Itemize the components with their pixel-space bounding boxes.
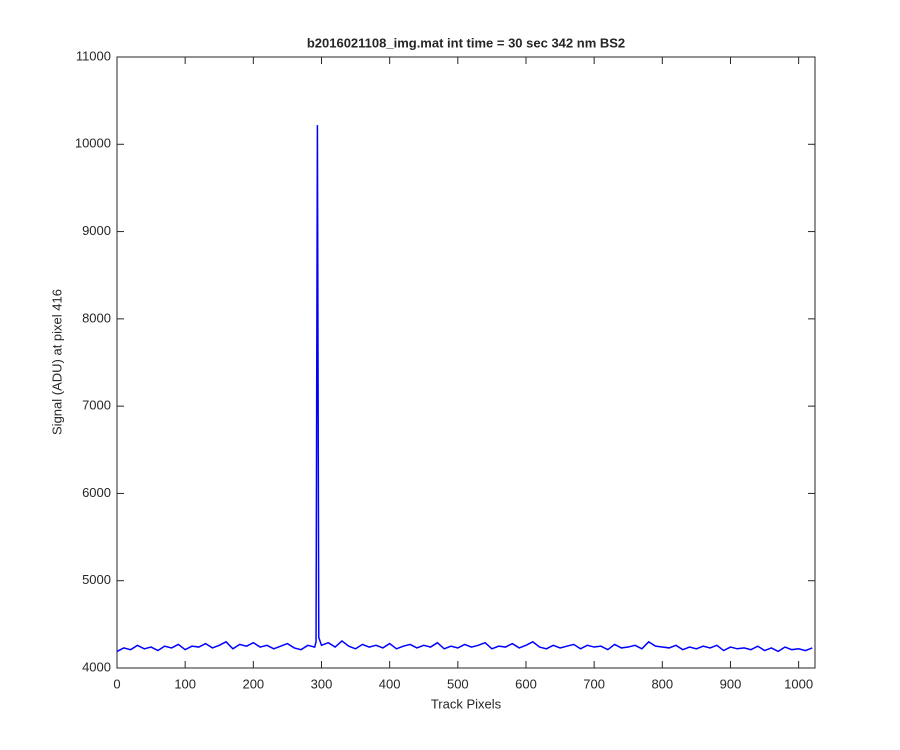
axes-box (116, 56, 816, 669)
x-tick-label: 800 (651, 676, 673, 691)
y-tick-label: 10000 (75, 136, 111, 151)
y-tick-label: 7000 (82, 398, 111, 413)
x-tick-label: 500 (447, 676, 469, 691)
x-tick-label: 300 (311, 676, 333, 691)
x-tick-label: 200 (242, 676, 264, 691)
x-tick-label: 600 (515, 676, 537, 691)
y-tick-label: 4000 (82, 659, 111, 674)
y-tick-label: 11000 (76, 48, 111, 63)
x-tick-label: 700 (583, 676, 605, 691)
data-line (116, 125, 813, 653)
x-tick-label: 400 (379, 676, 401, 691)
y-tick-label: 6000 (82, 485, 111, 500)
x-tick-label: 0 (113, 676, 120, 691)
chart-title: b2016021108_img.mat int time = 30 sec 34… (307, 35, 625, 50)
x-tick-label: 1000 (784, 676, 813, 691)
y-tick-label: 5000 (82, 572, 111, 587)
y-tick-label: 9000 (82, 223, 111, 238)
x-tick-label: 900 (720, 676, 742, 691)
y-axis-label: Signal (ADU) at pixel 416 (49, 289, 64, 435)
y-tick-label: 8000 (82, 310, 111, 325)
x-tick-label: 100 (174, 676, 196, 691)
x-axis-label: Track Pixels (431, 696, 502, 711)
